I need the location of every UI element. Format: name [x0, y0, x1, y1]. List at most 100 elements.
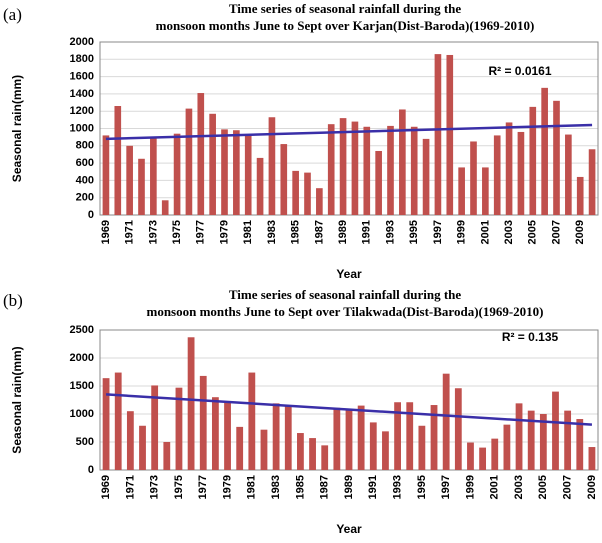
bar — [139, 425, 146, 470]
y-tick-label: 200 — [76, 192, 94, 204]
bar — [161, 200, 169, 215]
bar — [233, 130, 240, 215]
y-tick-label: 2000 — [70, 36, 94, 48]
bar — [503, 424, 511, 470]
bar — [304, 172, 311, 215]
bar — [382, 431, 389, 470]
bar — [209, 113, 216, 215]
x-tick-label: 2001 — [479, 220, 491, 244]
x-tick-label: 2009 — [574, 220, 586, 244]
x-tick-label: 2007 — [550, 220, 562, 244]
x-tick-label: 1999 — [464, 475, 476, 499]
x-tick-label: 1971 — [124, 220, 136, 244]
x-tick-label: 1969 — [100, 220, 112, 244]
bar — [363, 126, 371, 215]
bar — [470, 141, 477, 215]
bar — [394, 402, 401, 470]
x-tick-label: 1975 — [173, 475, 185, 499]
bar — [529, 106, 537, 215]
y-tick-label: 1000 — [70, 408, 94, 420]
bar — [442, 373, 450, 470]
bar — [333, 407, 341, 470]
x-tick-label: 1973 — [149, 475, 161, 499]
x-tick-label: 1995 — [408, 220, 420, 244]
chart-title: Time series of seasonal rainfall during … — [229, 287, 462, 302]
x-tick-label: 1981 — [242, 220, 254, 244]
y-tick-label: 1000 — [70, 122, 94, 134]
y-tick-label: 1600 — [70, 71, 94, 83]
plot-frame — [99, 41, 599, 216]
x-tick-label: 1997 — [432, 220, 444, 244]
bar — [126, 411, 134, 470]
x-tick-label: 1997 — [440, 475, 452, 499]
x-tick-label: 2003 — [513, 475, 525, 499]
y-tick-label: 800 — [76, 140, 94, 152]
bar — [114, 372, 122, 470]
bar — [458, 167, 465, 215]
bar — [479, 447, 487, 470]
bar — [406, 402, 414, 470]
y-tick-label: 0 — [88, 209, 94, 221]
bar — [446, 54, 454, 215]
x-tick-label: 1999 — [456, 220, 468, 244]
y-tick-label: 1800 — [70, 53, 94, 65]
bar — [454, 388, 462, 470]
bar — [351, 121, 359, 215]
chart-title: Time series of seasonal rainfall during … — [229, 1, 462, 16]
annotation: R² = 0.135 — [502, 330, 559, 344]
x-tick-label: 1979 — [218, 220, 230, 244]
bar — [345, 408, 353, 470]
x-tick-label: 1989 — [343, 475, 355, 499]
trendline — [105, 393, 593, 426]
x-tick-label: 2009 — [586, 475, 598, 499]
bar — [553, 100, 560, 215]
x-tick-label: 1987 — [319, 475, 331, 499]
bar — [491, 438, 499, 470]
bar — [339, 118, 347, 215]
y-tick-label: 1400 — [70, 88, 94, 100]
x-tick-label: 2001 — [489, 475, 501, 499]
bar — [187, 337, 195, 470]
bar — [588, 149, 596, 215]
x-tick-label: 2005 — [527, 220, 539, 244]
bar — [418, 425, 426, 470]
bar — [199, 375, 207, 470]
bar — [399, 109, 406, 215]
bar — [284, 405, 292, 470]
x-tick-label: 1991 — [361, 220, 373, 244]
x-tick-label: 1981 — [246, 475, 258, 499]
bar — [260, 429, 268, 470]
y-tick-label: 400 — [76, 174, 94, 186]
bar — [505, 122, 513, 215]
x-tick-label: 1995 — [416, 475, 428, 499]
bar — [541, 87, 548, 215]
bar — [517, 131, 525, 215]
x-tick-label: 1977 — [197, 475, 209, 499]
y-tick-label: 2500 — [70, 324, 94, 336]
bar — [150, 137, 157, 215]
bar — [236, 426, 244, 470]
bar — [102, 378, 110, 470]
bar — [375, 150, 382, 215]
chart-title: monsoon months June to Sept over Tilakwa… — [146, 304, 543, 319]
x-axis-label: Year — [336, 522, 362, 536]
bar — [138, 158, 145, 215]
bar — [244, 135, 252, 215]
bar — [221, 129, 228, 215]
bar — [539, 414, 547, 470]
x-tick-label: 1985 — [290, 220, 302, 244]
bar — [369, 422, 377, 470]
x-tick-label: 1977 — [195, 220, 207, 244]
panel-label: (a) — [3, 5, 22, 24]
bar — [515, 403, 523, 470]
panel-label: (b) — [3, 291, 23, 310]
x-tick-label: 1979 — [221, 475, 233, 499]
y-tick-label: 600 — [76, 157, 94, 169]
bar — [434, 54, 442, 215]
bar — [467, 442, 474, 470]
x-tick-label: 1973 — [147, 220, 159, 244]
bar — [493, 135, 501, 215]
bar — [173, 133, 181, 215]
y-tick-label: 500 — [76, 436, 94, 448]
